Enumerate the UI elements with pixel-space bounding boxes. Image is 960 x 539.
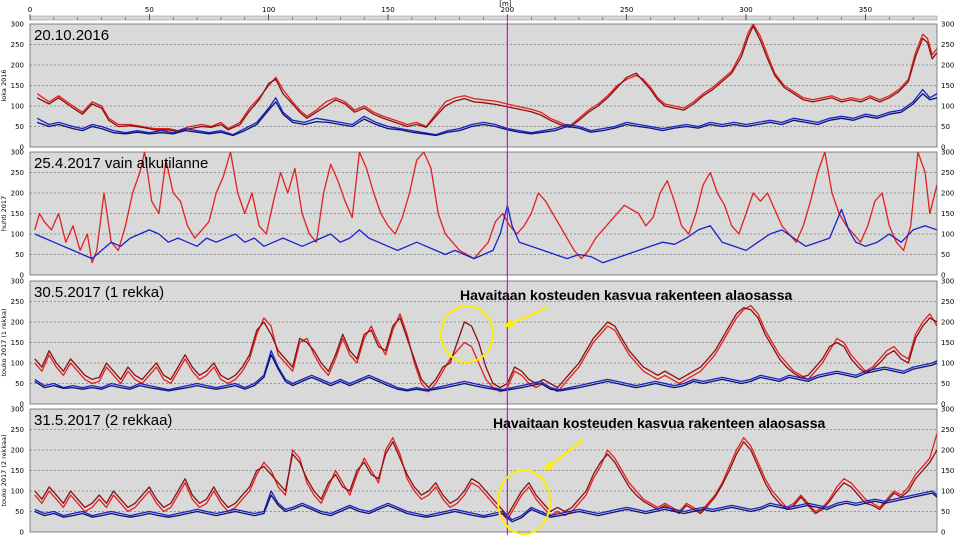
y-tick-label-left: 50 <box>15 380 24 388</box>
y-tick-label-left: 0 <box>20 401 24 409</box>
x-tick-label: 250 <box>620 6 633 14</box>
y-tick-label-right: 200 <box>941 62 954 70</box>
x-tick-label: 0 <box>28 6 32 14</box>
y-tick-label-left: 50 <box>15 508 24 516</box>
y-tick-label-right: 200 <box>941 447 954 455</box>
x-tick-label: 50 <box>145 6 154 14</box>
y-tick-label-right: 50 <box>941 380 950 388</box>
y-tick-label-right: 250 <box>941 41 954 49</box>
panel-title: 31.5.2017 (2 rekkaa) <box>34 412 172 429</box>
y-tick-label-left: 200 <box>11 319 24 327</box>
y-tick-label-right: 100 <box>941 488 954 496</box>
series-blue-line <box>34 490 937 521</box>
series-red-line <box>34 304 937 393</box>
y-tick-label-right: 250 <box>941 169 954 177</box>
y-tick-label-left: 150 <box>11 210 24 218</box>
series-red-line <box>36 24 937 132</box>
x-axis-layer: 0 50 100 150 200 250 300 350 [m] <box>28 0 938 535</box>
y-tick-label-right: 300 <box>941 278 954 286</box>
y-tick-label-left: 150 <box>11 339 24 347</box>
x-tick-label: 100 <box>262 6 275 14</box>
x-tick-label: 150 <box>381 6 394 14</box>
highlight-ellipse <box>497 469 551 535</box>
y-tick-label-left: 250 <box>11 426 24 434</box>
series-darkred-line <box>36 25 937 133</box>
y-tick-label-right: 100 <box>941 231 954 239</box>
series-red-line <box>34 152 937 264</box>
y-axis-label: loka 2016 <box>0 69 8 101</box>
y-tick-label-left: 100 <box>11 231 24 239</box>
y-tick-label-left: 300 <box>11 406 24 414</box>
y-tick-label-right: 150 <box>941 339 954 347</box>
y-tick-label-left: 200 <box>11 190 24 198</box>
y-tick-label-left: 50 <box>15 251 24 259</box>
x-tick-label: 300 <box>739 6 752 14</box>
series-blue-line <box>34 350 937 391</box>
panel-1: 300 300 250 250 200 200 150 150 100 100 50 50 0 0 loka… <box>0 21 954 152</box>
y-axis-label: huhti 2017 <box>0 196 8 231</box>
y-tick-label-left: 0 <box>20 144 24 152</box>
y-tick-label-right: 100 <box>941 360 954 368</box>
panel-title: 20.10.2016 <box>34 27 109 44</box>
annotation-text: Havaitaan kosteuden kasvua rakenteen ala… <box>460 287 793 303</box>
y-tick-label-left: 300 <box>11 149 24 157</box>
y-tick-label-left: 200 <box>11 62 24 70</box>
y-tick-label-right: 300 <box>941 21 954 29</box>
y-tick-label-right: 50 <box>941 123 950 131</box>
y-tick-label-right: 300 <box>941 149 954 157</box>
y-tick-label-left: 250 <box>11 169 24 177</box>
panel-2: 300 300 250 250 200 200 150 150 100 100 50 50 0 0 huht… <box>0 149 954 280</box>
y-tick-label-left: 250 <box>11 41 24 49</box>
y-tick-label-right: 100 <box>941 103 954 111</box>
highlight-ellipse <box>440 305 494 363</box>
y-tick-label-right: 0 <box>941 144 945 152</box>
annotations-layer: Havaitaan kosteuden kasvua rakenteen ala… <box>440 287 826 535</box>
y-tick-label-right: 250 <box>941 426 954 434</box>
y-tick-label-right: 200 <box>941 190 954 198</box>
x-tick-label: 350 <box>859 6 872 14</box>
y-tick-label-left: 150 <box>11 82 24 90</box>
y-tick-label-left: 250 <box>11 298 24 306</box>
y-tick-label-right: 50 <box>941 251 950 259</box>
y-axis-label: touko 2017 (2 rekkaa) <box>0 434 8 506</box>
y-tick-label-left: 0 <box>20 529 24 537</box>
y-tick-label-right: 0 <box>941 272 945 280</box>
y-tick-label-left: 100 <box>11 488 24 496</box>
y-tick-label-right: 200 <box>941 319 954 327</box>
y-axis-label: touko 2017 (1 rekka) <box>0 308 8 376</box>
series-blue-line <box>36 88 937 136</box>
y-tick-label-right: 150 <box>941 467 954 475</box>
y-tick-label-left: 150 <box>11 467 24 475</box>
y-tick-label-left: 50 <box>15 123 24 131</box>
annotation-text: Havaitaan kosteuden kasvua rakenteen ala… <box>493 415 826 431</box>
series-darkred-line <box>34 306 937 389</box>
y-tick-label-right: 0 <box>941 401 945 409</box>
x-tick-label: 200 <box>501 6 514 14</box>
panel-title: 25.4.2017 vain alkutilanne <box>34 155 208 172</box>
y-tick-label-right: 50 <box>941 508 950 516</box>
y-tick-label-left: 0 <box>20 272 24 280</box>
y-tick-label-right: 300 <box>941 406 954 414</box>
y-tick-label-right: 150 <box>941 210 954 218</box>
x-axis-unit: [m] <box>499 0 512 8</box>
series-navy-line <box>34 492 937 523</box>
y-tick-label-right: 0 <box>941 529 945 537</box>
y-tick-label-left: 300 <box>11 21 24 29</box>
panels-layer: 300 300 250 250 200 200 150 150 100 100 50 50 0 0 loka… <box>0 21 954 537</box>
series-blue-line <box>34 204 937 264</box>
series-navy-line <box>34 354 937 392</box>
y-tick-label-right: 150 <box>941 82 954 90</box>
y-tick-label-right: 250 <box>941 298 954 306</box>
panel-title: 30.5.2017 (1 rekka) <box>34 284 164 301</box>
y-tick-label-left: 300 <box>11 278 24 286</box>
annotation-arrow-head <box>544 460 554 470</box>
y-tick-label-left: 200 <box>11 447 24 455</box>
series-navy-line <box>36 93 937 137</box>
annotation-arrow-head <box>504 319 515 328</box>
panel-4: 300 300 250 250 200 200 150 150 100 100 50 50 0 0 touk… <box>0 406 954 537</box>
y-tick-label-left: 100 <box>11 360 24 368</box>
y-tick-label-left: 100 <box>11 103 24 111</box>
panel-3: 300 300 250 250 200 200 150 150 100 100 50 50 0 0 touk… <box>0 278 954 409</box>
